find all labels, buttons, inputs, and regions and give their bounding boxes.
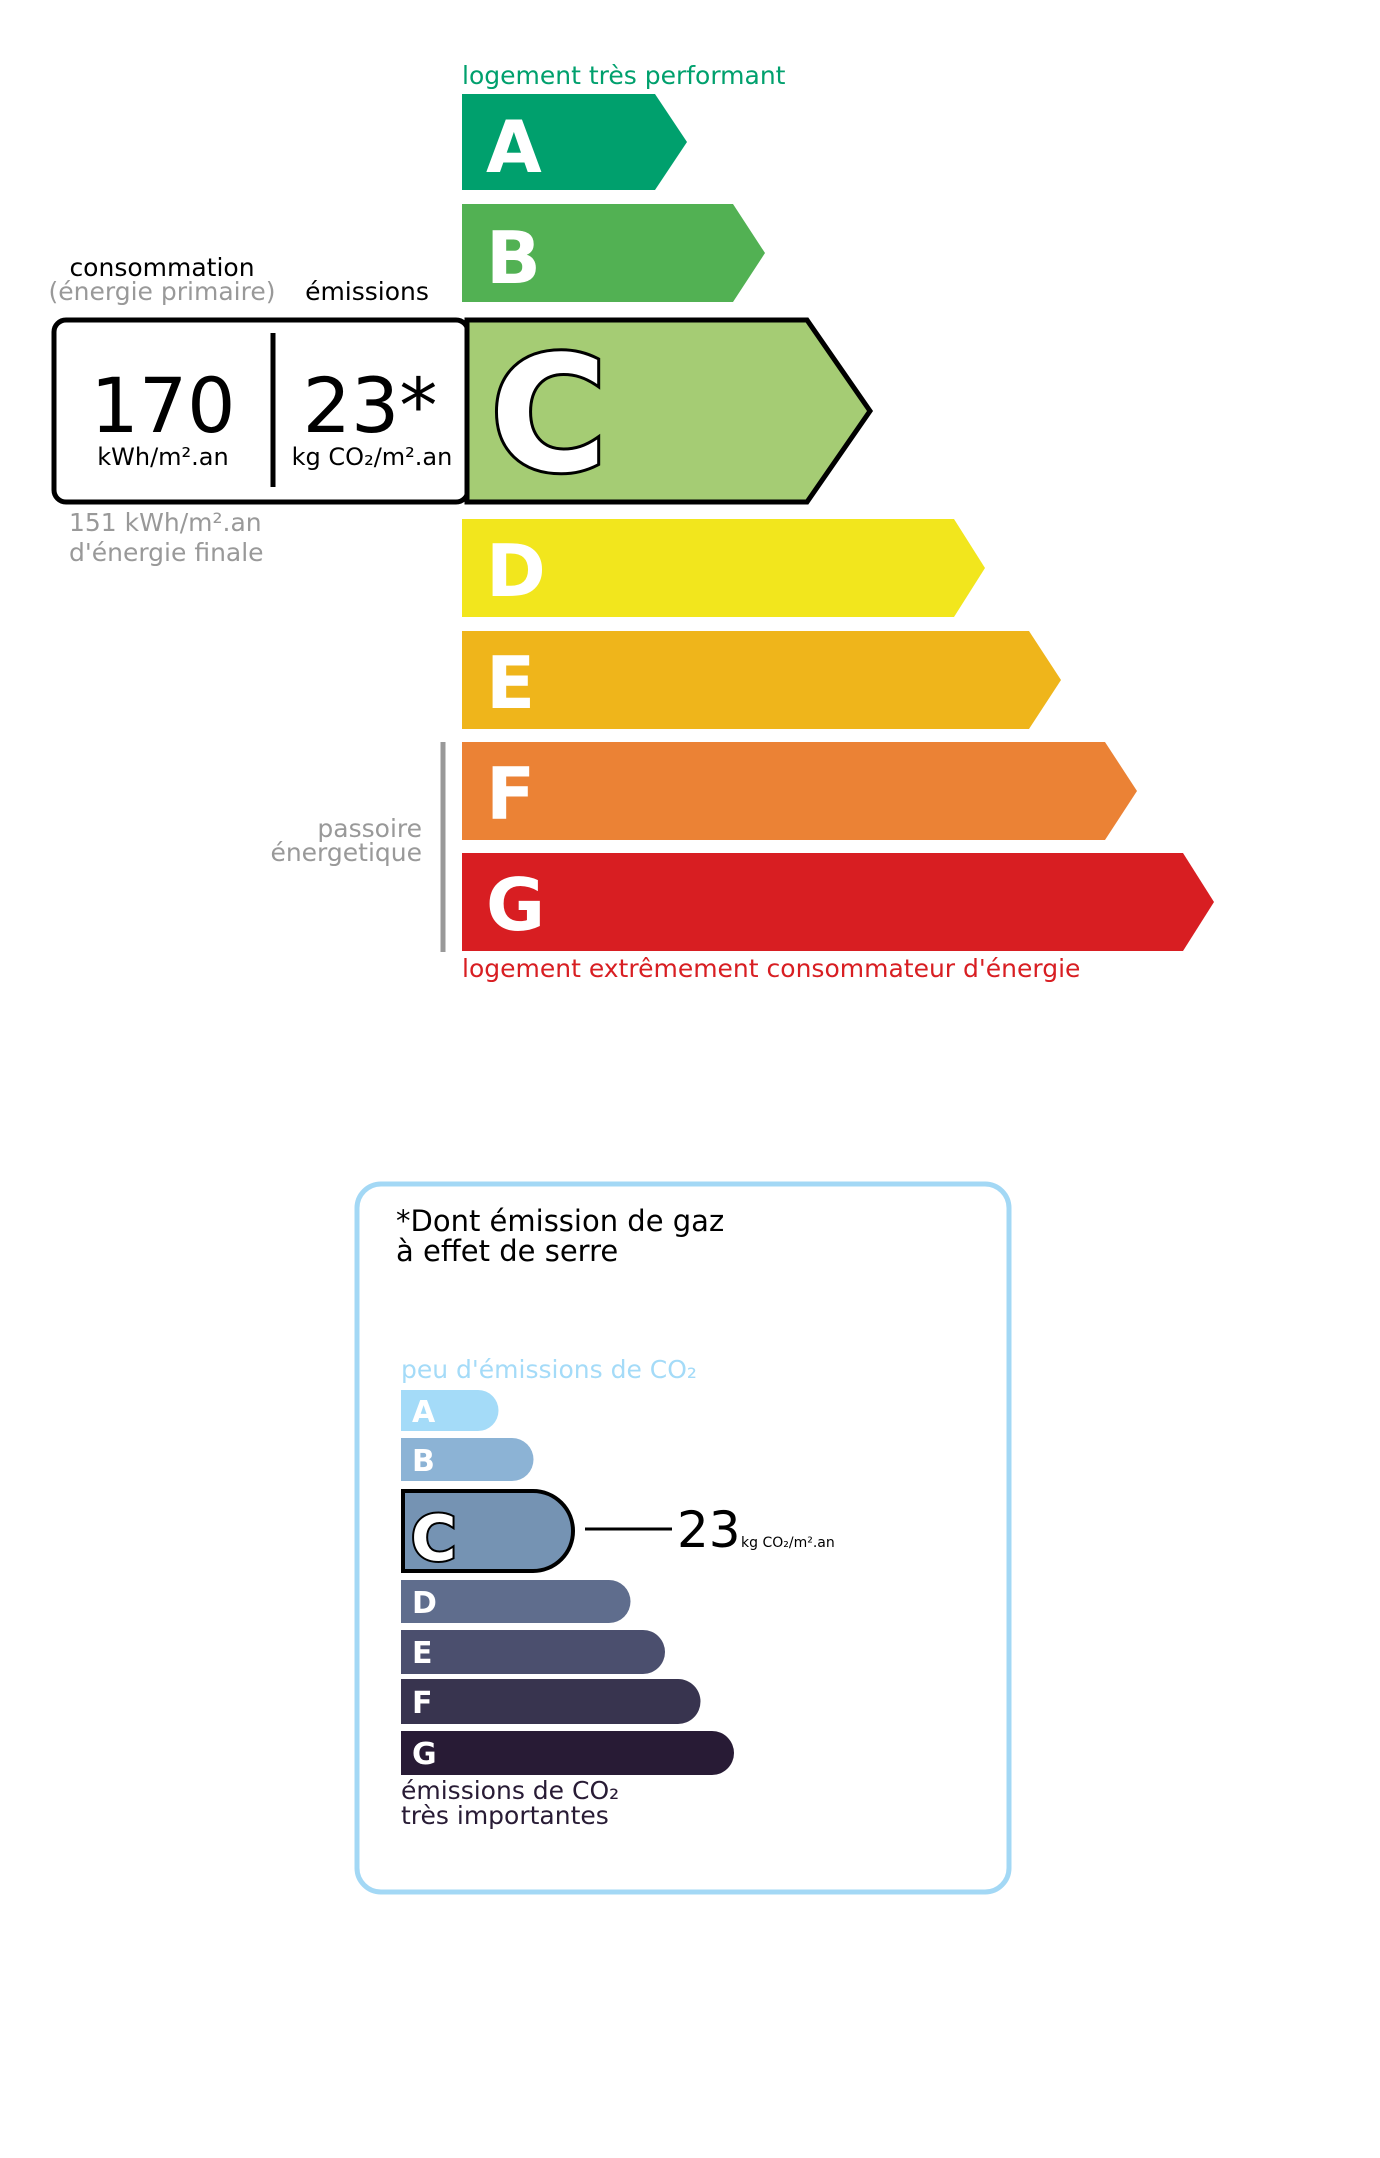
dpe-letter-e: E	[486, 641, 535, 725]
final-energy-label: d'énergie finale	[69, 538, 264, 567]
ges-bar-d	[401, 1580, 631, 1623]
ges-title-line2: à effet de serre	[396, 1234, 618, 1268]
ges-bottom-label-line1: émissions de CO₂	[401, 1776, 619, 1805]
ges-letter-c: C	[411, 1502, 457, 1575]
consumption-subheader: (énergie primaire)	[49, 277, 276, 306]
ges-letter-e: E	[412, 1636, 433, 1671]
dpe-bar-a	[462, 94, 687, 190]
ges-title-line1: *Dont émission de gaz	[396, 1204, 724, 1238]
ges-top-label: peu d'émissions de CO₂	[401, 1355, 697, 1384]
consumption-value: 170	[90, 361, 235, 450]
ges-unit: kg CO₂/m².an	[741, 1535, 835, 1551]
consumption-unit: kWh/m².an	[97, 443, 228, 471]
dpe-bar-c	[464, 317, 874, 505]
dpe-letter-d: D	[486, 529, 546, 613]
ges-value: 23	[677, 1501, 741, 1559]
ges-letter-d: D	[412, 1586, 437, 1621]
emissions-unit: kg CO₂/m².an	[292, 443, 453, 471]
dpe-letter-c: C	[490, 321, 607, 508]
ges-bar-b	[401, 1438, 534, 1481]
dpe-letter-f: F	[486, 752, 535, 836]
final-energy-value: 151 kWh/m².an	[69, 508, 262, 537]
ges-letter-f: F	[412, 1686, 433, 1721]
dpe-bar-g	[462, 853, 1214, 951]
ges-bar-f	[401, 1679, 701, 1724]
dpe-letter-a: A	[486, 105, 542, 189]
ges-bar-e	[401, 1630, 665, 1674]
consumption-header: consommation	[69, 253, 254, 282]
emissions-header: émissions	[305, 277, 429, 306]
ges-letter-a: A	[412, 1395, 436, 1430]
ges-bar-g	[401, 1731, 734, 1775]
ges-bar-a	[401, 1390, 499, 1431]
ges-bar-c	[401, 1489, 575, 1573]
passoire-label-line2: énergetique	[270, 838, 422, 867]
dpe-letter-b: B	[486, 216, 541, 300]
dpe-bar-d	[462, 519, 985, 617]
dpe-bar-e	[462, 631, 1061, 729]
dpe-bottom-label: logement extrêmement consommateur d'éner…	[462, 954, 1080, 983]
ges-bottom-label-line2: très importantes	[401, 1801, 609, 1830]
ges-letter-g: G	[412, 1737, 437, 1772]
dpe-bar-f	[462, 742, 1137, 840]
dpe-bar-b	[462, 204, 765, 302]
emissions-value: 23*	[303, 361, 438, 450]
ges-letter-b: B	[412, 1444, 435, 1479]
dpe-top-label: logement très performant	[462, 61, 786, 90]
dpe-letter-g: G	[486, 863, 545, 947]
passoire-label-line1: passoire	[317, 814, 422, 843]
